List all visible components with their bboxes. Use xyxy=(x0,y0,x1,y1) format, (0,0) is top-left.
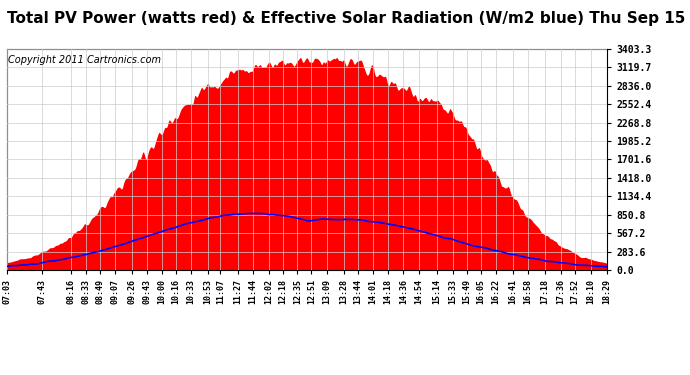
Text: Copyright 2011 Cartronics.com: Copyright 2011 Cartronics.com xyxy=(8,56,161,65)
Text: Total PV Power (watts red) & Effective Solar Radiation (W/m2 blue) Thu Sep 15 18: Total PV Power (watts red) & Effective S… xyxy=(7,11,690,26)
